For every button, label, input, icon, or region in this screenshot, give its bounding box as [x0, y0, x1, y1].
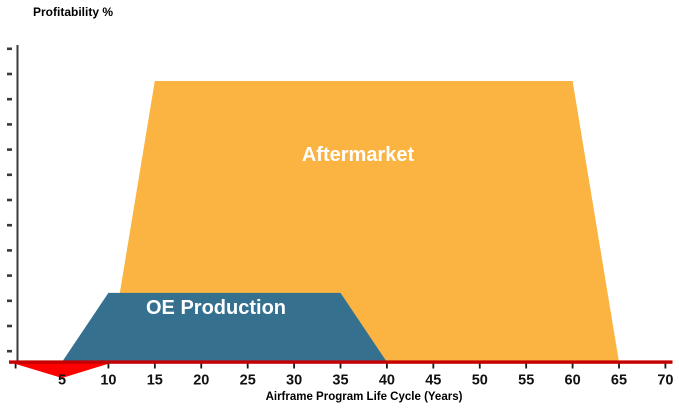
x-tick-label: 60 [565, 373, 581, 389]
x-tick-label: 25 [240, 373, 256, 389]
x-tick-label: 50 [472, 373, 488, 389]
oe-production-area-label: OE Production [146, 297, 286, 319]
x-tick-label: 10 [100, 373, 116, 389]
x-axis-title: Airframe Program Life Cycle (Years) [266, 391, 463, 403]
y-tick [7, 249, 12, 252]
y-tick [7, 173, 12, 177]
x-tick-label: 35 [332, 373, 348, 389]
y-tick [7, 148, 12, 151]
y-tick [7, 72, 12, 76]
y-tick [7, 47, 12, 51]
chart-areas [9, 81, 620, 378]
y-tick [7, 299, 12, 303]
x-tick-labels: 5 10 15 20 25 30 35 40 45 50 55 60 65 70 [58, 373, 674, 389]
x-tick-label: 65 [611, 373, 627, 389]
y-tick [7, 123, 12, 126]
area-oe-production [62, 292, 387, 362]
x-tick-label: 55 [518, 373, 534, 389]
x-axis-line [9, 360, 673, 364]
x-tick-label: 30 [286, 373, 302, 389]
x-tick-label: 40 [379, 373, 395, 389]
x-tick-label: 45 [425, 373, 441, 389]
y-tick [7, 223, 12, 227]
x-tick-label: 20 [193, 373, 209, 389]
x-tick-label: 5 [58, 373, 66, 389]
area-negative-early-years [9, 362, 115, 378]
y-tick [7, 198, 12, 202]
y-tick [7, 349, 12, 353]
chart-title: Profitability % [33, 5, 113, 19]
aftermarket-area-label: Aftermarket [302, 144, 415, 166]
x-tick-label: 15 [147, 373, 163, 389]
y-axis-line [16, 45, 19, 362]
y-tick-marks [7, 47, 12, 353]
y-tick [7, 324, 12, 328]
area-aftermarket [108, 81, 620, 362]
y-tick [7, 97, 12, 101]
x-tick-label: 70 [657, 373, 673, 389]
y-tick [7, 274, 12, 277]
